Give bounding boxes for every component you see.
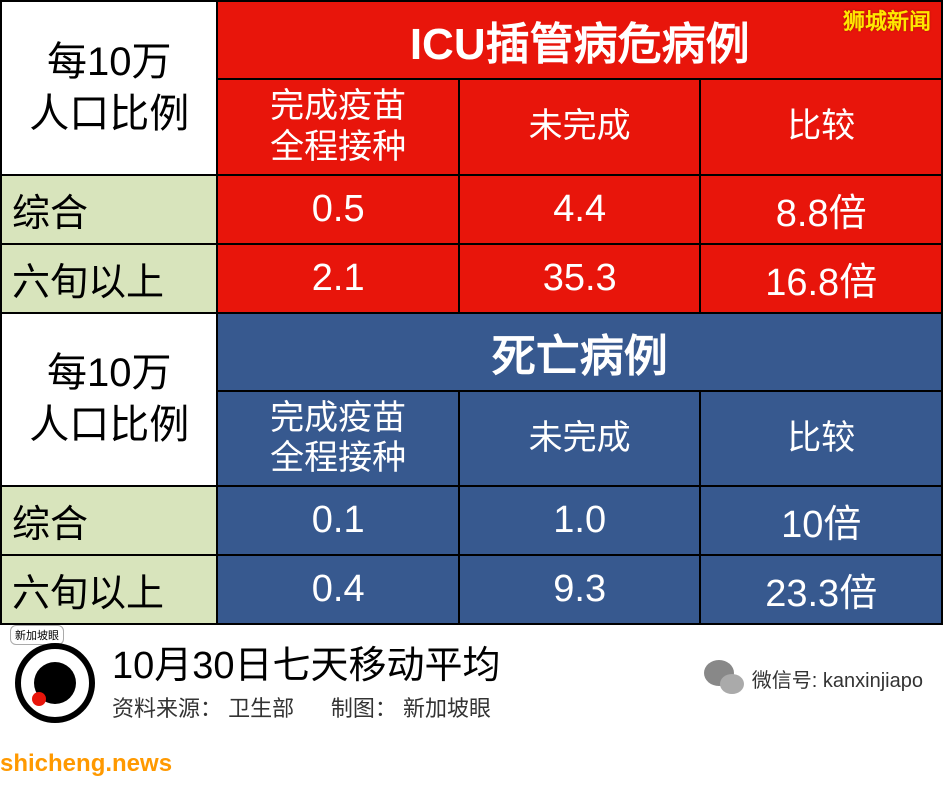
wechat-block: 微信号: kanxinjiapo <box>702 656 923 700</box>
footer-text-block: 10月30日七天移动平均 资料来源： 卫生部 制图： 新加坡眼 <box>112 634 702 723</box>
footer-title: 10月30日七天移动平均 <box>112 634 702 689</box>
section1-row-label: 每10万 人口比例 <box>1 1 217 175</box>
section2-row-label: 每10万 人口比例 <box>1 313 217 487</box>
wechat-label: 微信号: <box>752 670 818 692</box>
creator-value: 新加坡眼 <box>403 696 491 721</box>
label-line1: 每10万 <box>47 40 172 84</box>
label-line1: 每10万 <box>47 351 172 395</box>
section1-row1-c3: 8.8倍 <box>700 175 942 244</box>
col1-line2: 全程接种 <box>270 439 406 477</box>
section1-col1-header: 完成疫苗 全程接种 <box>217 79 459 175</box>
wechat-text: 微信号: kanxinjiapo <box>752 664 923 693</box>
section2-row1-label: 综合 <box>1 486 217 555</box>
logo-text: 新加坡眼 <box>10 625 64 645</box>
section2-row1-c3: 10倍 <box>700 486 942 555</box>
data-table: 每10万 人口比例 ICU插管病危病例 完成疫苗 全程接种 未完成 比较 综合 … <box>0 0 943 625</box>
section2-header: 死亡病例 <box>217 313 942 391</box>
section2-row2-c2: 9.3 <box>459 555 701 624</box>
logo: 新加坡眼 <box>10 633 100 723</box>
section1-row2-c1: 2.1 <box>217 244 459 313</box>
watermark-bottom-left: shicheng.news <box>0 750 172 778</box>
col1-line2: 全程接种 <box>270 128 406 166</box>
eye-icon <box>15 643 95 723</box>
section2-col2-header: 未完成 <box>459 391 701 487</box>
section1-row2-c2: 35.3 <box>459 244 701 313</box>
section1-row1-c1: 0.5 <box>217 175 459 244</box>
label-line2: 人口比例 <box>29 92 189 136</box>
source-value: 卫生部 <box>228 696 294 721</box>
label-line2: 人口比例 <box>29 403 189 447</box>
source-label: 资料来源： <box>112 696 222 721</box>
section1-row1-label: 综合 <box>1 175 217 244</box>
section1-row2-label: 六旬以上 <box>1 244 217 313</box>
wechat-icon <box>702 656 746 700</box>
section2-row1-c1: 0.1 <box>217 486 459 555</box>
wechat-id: kanxinjiapo <box>823 670 923 692</box>
section2-col1-header: 完成疫苗 全程接种 <box>217 391 459 487</box>
footer-subtitle: 资料来源： 卫生部 制图： 新加坡眼 <box>112 691 702 723</box>
footer: 新加坡眼 10月30日七天移动平均 资料来源： 卫生部 制图： 新加坡眼 微信号… <box>0 625 943 733</box>
section1-row2-c3: 16.8倍 <box>700 244 942 313</box>
section1-header: ICU插管病危病例 <box>217 1 942 79</box>
section2-row1-c2: 1.0 <box>459 486 701 555</box>
creator-label: 制图： <box>331 696 397 721</box>
section2-row2-label: 六旬以上 <box>1 555 217 624</box>
section2-col3-header: 比较 <box>700 391 942 487</box>
watermark-top-right: 狮城新闻 <box>843 4 931 36</box>
section1-row1-c2: 4.4 <box>459 175 701 244</box>
section1-col3-header: 比较 <box>700 79 942 175</box>
section2-row2-c3: 23.3倍 <box>700 555 942 624</box>
section2-row2-c1: 0.4 <box>217 555 459 624</box>
col1-line1: 完成疫苗 <box>270 399 406 437</box>
col1-line1: 完成疫苗 <box>270 87 406 125</box>
section1-col2-header: 未完成 <box>459 79 701 175</box>
